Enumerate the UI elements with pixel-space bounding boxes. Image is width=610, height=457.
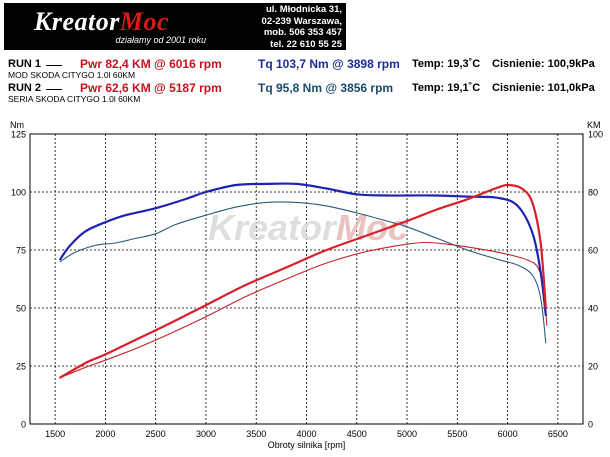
series-torque2-line <box>59 201 547 344</box>
y-right-tick-label: 0 <box>588 420 593 430</box>
y-left-tick-label: 25 <box>16 362 26 372</box>
y-left-tick-label: 100 <box>11 188 26 198</box>
series-power2-line <box>59 241 548 379</box>
x-tick-label: 5000 <box>397 429 417 439</box>
address-line: tel. 22 610 55 25 <box>270 38 342 50</box>
x-tick-label: 3500 <box>246 429 266 439</box>
run2-description: SERIA SKODA CITYGO 1.0l 60KM <box>8 94 141 104</box>
x-tick-label: 4500 <box>347 429 367 439</box>
brand-logo: KreatorMoc działamy od 2001 roku <box>4 3 240 50</box>
y-right-tick-label: 80 <box>588 188 598 198</box>
address-block: ul. Młodnicka 31, 02-239 Warszawa, mob. … <box>240 3 346 50</box>
x-axis-label: Obroty silnika [rpm] <box>268 440 346 450</box>
run1-torque: Tq 103,7 Nm @ 3898 rpm <box>258 57 400 71</box>
run1-power: Pwr 82,4 KM @ 6016 rpm <box>80 57 222 71</box>
watermark-text: KreatorMoc <box>208 207 408 248</box>
y-left-axis-label: Nm <box>10 120 24 130</box>
address-line: 02-239 Warszawa, <box>261 15 342 27</box>
address-line: mob. 506 353 457 <box>263 27 342 38</box>
plot-frame <box>29 133 584 425</box>
y-left-tick-label: 0 <box>21 420 26 430</box>
y-left-tick-label: 125 <box>11 130 26 140</box>
x-tick-label: 6000 <box>498 429 518 439</box>
x-tick-label: 4000 <box>296 429 316 439</box>
run2-torque: Tq 95,8 Nm @ 3856 rpm <box>258 81 394 95</box>
run2-power: Pwr 62,6 KM @ 5187 rpm <box>80 81 222 95</box>
y-left-tick-label: 75 <box>16 246 26 256</box>
y-left-tick-label: 50 <box>16 304 26 314</box>
logo-wordmark: KreatorMoc <box>34 7 170 36</box>
y-right-axis-label: KM <box>587 120 601 130</box>
x-tick-label: 1500 <box>45 429 65 439</box>
x-tick-label: 5500 <box>447 429 467 439</box>
run1-legend-dash <box>46 65 62 66</box>
run2-label: RUN 2 <box>8 82 42 94</box>
x-tick-label: 6500 <box>548 429 568 439</box>
x-tick-label: 2500 <box>146 429 166 439</box>
y-right-tick-label: 60 <box>588 246 598 256</box>
y-right-tick-label: 100 <box>588 130 603 140</box>
chart-axes <box>29 133 584 425</box>
run1-description: MOD SKODA CITYGO 1.0l 60KM <box>8 70 136 80</box>
x-tick-label: 2000 <box>95 429 115 439</box>
y-right-tick-label: 40 <box>588 304 598 314</box>
run2-temperature: Temp: 19,1˚C <box>412 82 481 94</box>
run2-legend-dash <box>46 89 62 90</box>
logo-tagline: działamy od 2001 roku <box>115 35 206 45</box>
address-line: ul. Młodnicka 31, <box>265 4 342 15</box>
x-tick-label: 3000 <box>196 429 216 439</box>
y-right-tick-label: 20 <box>588 362 598 372</box>
chart-watermark: KreatorMoc <box>208 207 408 248</box>
series-power1-line <box>59 183 547 379</box>
run1-pressure: Cisnienie: 100,9kPa <box>492 58 595 70</box>
chart-grid <box>30 134 583 424</box>
series-torque1-line <box>59 182 547 317</box>
run2-pressure: Cisnienie: 101,0kPa <box>492 82 595 94</box>
run1-temperature: Temp: 19,3˚C <box>412 58 481 70</box>
run1-label: RUN 1 <box>8 58 42 70</box>
